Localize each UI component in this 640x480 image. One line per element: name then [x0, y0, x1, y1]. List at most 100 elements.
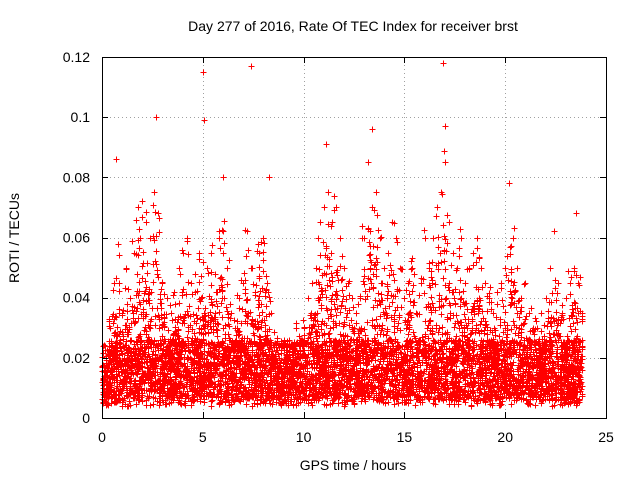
data-point — [135, 204, 142, 211]
data-point — [240, 280, 247, 287]
data-point — [220, 228, 227, 235]
chart-title: Day 277 of 2016, Rate Of TEC Index for r… — [188, 18, 518, 34]
data-point — [301, 325, 308, 332]
x-tick-label: 15 — [397, 429, 413, 445]
data-point — [551, 228, 558, 235]
data-point — [280, 343, 287, 350]
data-point — [482, 280, 489, 287]
data-point — [236, 295, 243, 302]
y-axis-label: ROTI / TECUs — [6, 193, 22, 283]
data-point — [486, 295, 493, 302]
data-point — [474, 235, 481, 242]
data-point — [268, 310, 275, 317]
dense-point-cloud — [99, 148, 586, 410]
data-point — [405, 280, 412, 287]
data-point — [494, 301, 501, 308]
data-point — [345, 280, 352, 287]
data-point — [256, 250, 263, 257]
data-point — [272, 340, 279, 347]
data-point — [470, 250, 477, 257]
data-point — [113, 156, 120, 163]
data-point — [180, 250, 187, 257]
y-tick-label: 0.06 — [63, 230, 90, 246]
data-point — [248, 265, 255, 272]
data-point — [478, 265, 485, 272]
data-point — [147, 235, 154, 242]
data-point — [454, 265, 461, 272]
data-point — [498, 280, 505, 287]
y-tick-label: 0.04 — [63, 290, 90, 306]
data-point — [571, 265, 578, 272]
data-point — [409, 265, 416, 272]
x-tick-label: 25 — [598, 429, 614, 445]
data-point — [155, 210, 162, 217]
data-point — [393, 235, 400, 242]
data-point — [522, 280, 529, 287]
data-point — [153, 114, 160, 121]
data-point — [325, 189, 332, 196]
data-point — [341, 265, 348, 272]
data-point — [538, 310, 545, 317]
data-point — [244, 228, 251, 235]
data-point — [563, 295, 570, 302]
data-point — [381, 265, 388, 272]
data-point — [107, 325, 114, 332]
data-point — [434, 204, 441, 211]
data-point — [204, 265, 211, 272]
data-point — [559, 310, 566, 317]
data-point — [284, 361, 291, 368]
data-point — [543, 295, 550, 302]
data-point — [123, 265, 130, 272]
x-axis-label: GPS time / hours — [300, 457, 407, 473]
data-point — [462, 280, 469, 287]
data-point — [450, 250, 457, 257]
data-point — [401, 295, 408, 302]
data-point — [276, 355, 283, 362]
data-point — [293, 325, 300, 332]
data-point — [365, 159, 372, 166]
data-point — [143, 219, 150, 226]
data-point — [466, 265, 473, 272]
data-point — [297, 340, 304, 347]
data-point — [184, 235, 191, 242]
data-point — [446, 219, 453, 226]
data-point — [333, 204, 340, 211]
y-tick-label: 0.08 — [63, 169, 90, 185]
data-point — [514, 265, 521, 272]
data-point — [200, 69, 207, 76]
data-point — [168, 310, 175, 317]
data-point — [377, 235, 384, 242]
data-point — [127, 295, 134, 302]
data-point — [430, 235, 437, 242]
data-point — [196, 250, 203, 257]
data-point — [555, 280, 562, 287]
data-point — [361, 235, 368, 242]
data-point — [139, 198, 146, 205]
data-point — [579, 310, 586, 317]
data-point — [369, 126, 376, 133]
x-tick-label: 5 — [199, 429, 207, 445]
data-point — [119, 310, 126, 317]
data-point — [151, 189, 158, 196]
x-tick-label: 10 — [296, 429, 312, 445]
data-point — [176, 265, 183, 272]
y-tick-label: 0.1 — [71, 109, 91, 125]
data-point — [111, 280, 118, 287]
data-point — [201, 117, 208, 124]
y-tick-label: 0 — [82, 410, 90, 426]
data-point — [220, 174, 227, 181]
x-tick-label: 0 — [98, 429, 106, 445]
data-point — [349, 295, 356, 302]
data-point — [385, 250, 392, 257]
data-point — [323, 141, 330, 148]
data-point — [164, 295, 171, 302]
data-point — [518, 295, 525, 302]
data-point — [159, 280, 166, 287]
data-point — [252, 289, 259, 296]
data-point — [266, 174, 273, 181]
data-point — [369, 204, 376, 211]
data-point — [389, 219, 396, 226]
data-point — [373, 189, 380, 196]
data-point — [337, 235, 344, 242]
data-point — [442, 123, 449, 130]
